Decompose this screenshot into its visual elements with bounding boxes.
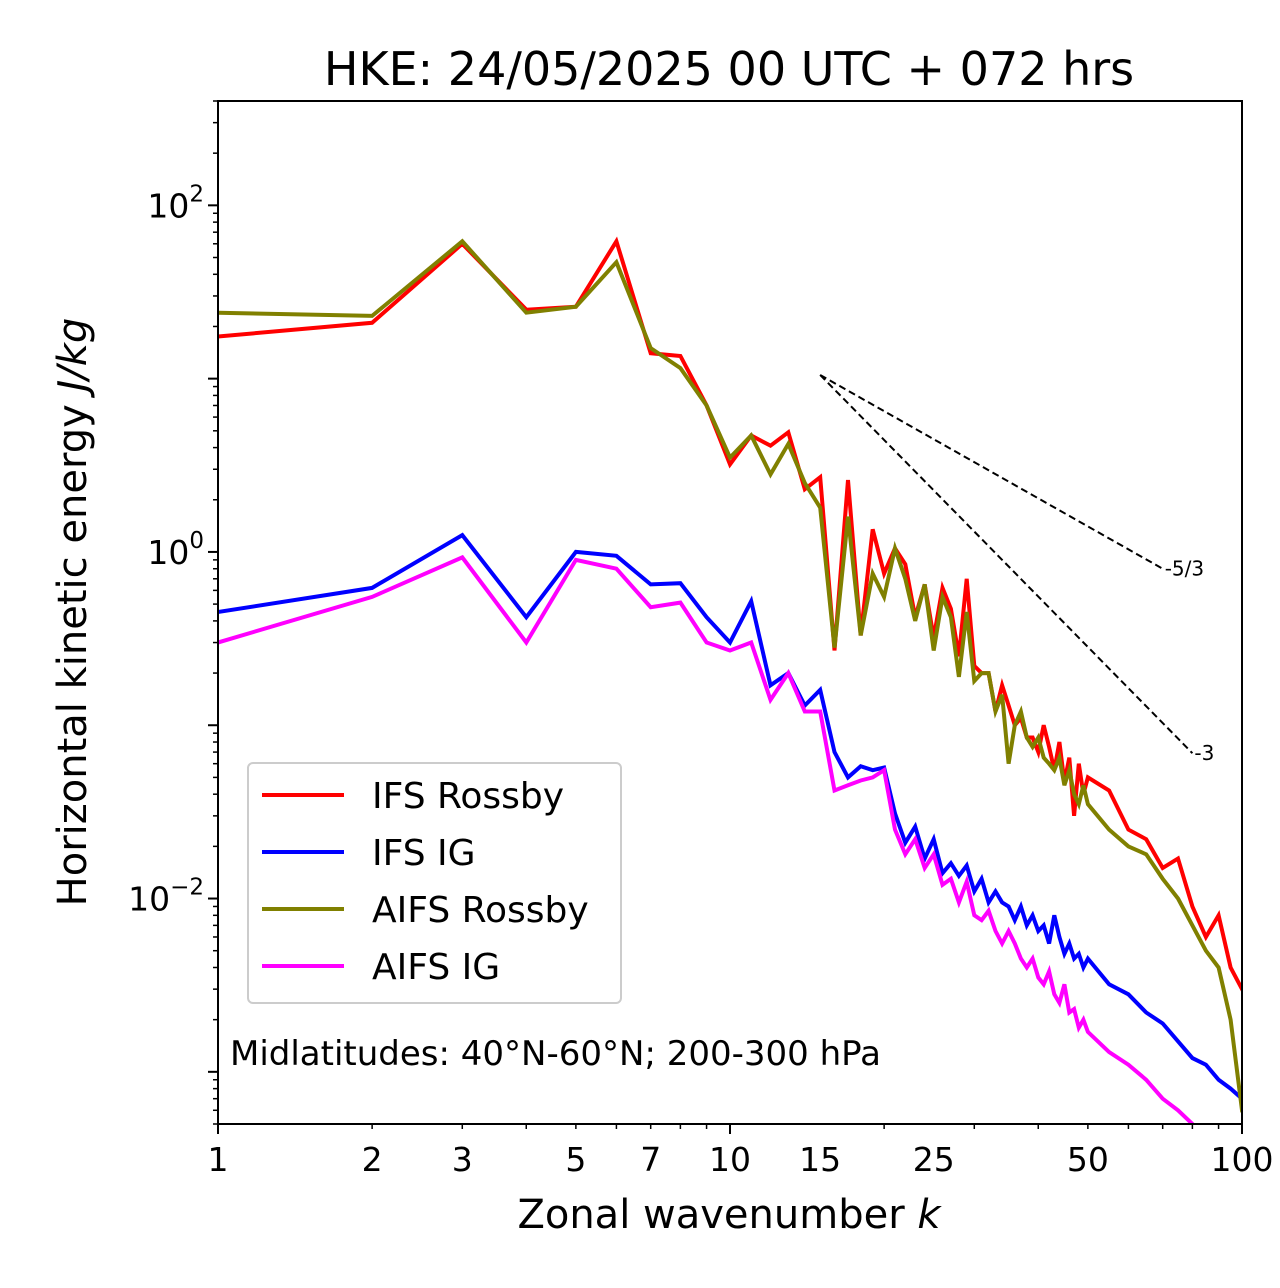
x-tick-label: 50: [1067, 1140, 1109, 1179]
series-line-2: [218, 238, 1242, 1113]
x-axis: 1 2 3 5 7 10 15 25 50 100: [208, 1124, 1274, 1179]
y-tick-label: 100: [147, 528, 204, 572]
chart-title: HKE: 24/05/2025 00 UTC + 072 hrs: [324, 42, 1134, 96]
series-line-3: [218, 554, 1195, 1124]
reference-line-label-1: -3: [1194, 741, 1214, 765]
series-group: [218, 236, 1242, 1124]
series-line-1: [218, 532, 1242, 1102]
x-tick-label: 2: [362, 1140, 383, 1179]
legend-label: AIFS Rossby: [372, 890, 589, 931]
legend-box: [247, 762, 622, 1004]
x-tick-label: 5: [565, 1140, 586, 1179]
x-tick-label: 25: [913, 1140, 955, 1179]
x-tick-label: 15: [799, 1140, 841, 1179]
x-tick-label: 10: [709, 1140, 751, 1179]
reference-line-1: [819, 374, 1194, 754]
legend: IFS Rossby IFS IG AIFS Rossby AIFS IG: [247, 762, 622, 1004]
x-tick-label: 7: [640, 1140, 661, 1179]
y-tick-label: 102: [147, 181, 204, 225]
y-axis-label: Horizontal kinetic energy J/kg: [50, 318, 96, 907]
x-tick-label: 1: [208, 1140, 229, 1179]
reference-lines: -5/3 -3: [819, 374, 1214, 765]
x-tick-label: 3: [452, 1140, 473, 1179]
legend-label: IFS IG: [372, 833, 476, 874]
legend-label: AIFS IG: [372, 947, 500, 988]
x-axis-label: Zonal wavenumber k: [517, 1192, 942, 1238]
region-annotation: Midlatitudes: 40°N-60°N; 200-300 hPa: [230, 1034, 881, 1074]
y-tick-label: 10−2: [128, 875, 204, 919]
x-tick-label: 100: [1211, 1140, 1274, 1179]
reference-line-label-0: -5/3: [1165, 557, 1204, 581]
y-axis: 10−2 100 102: [128, 100, 218, 1125]
legend-label: IFS Rossby: [372, 776, 564, 817]
